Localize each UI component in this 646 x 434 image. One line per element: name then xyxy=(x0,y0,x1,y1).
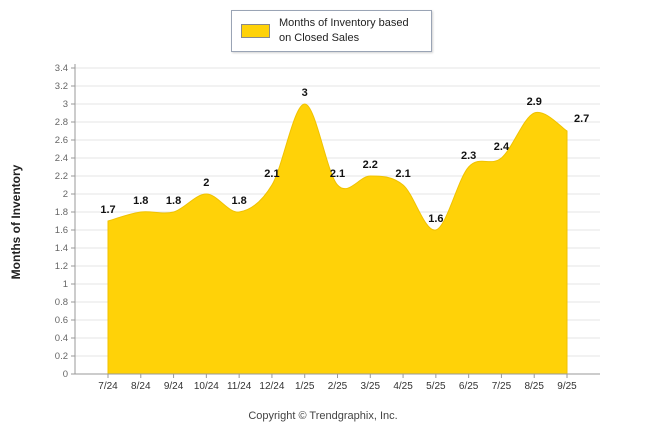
x-tick-label: 7/24 xyxy=(98,381,118,392)
x-tick-label: 4/25 xyxy=(393,381,413,392)
legend-swatch xyxy=(241,23,270,38)
point-label: 1.8 xyxy=(231,195,246,207)
y-tick-label: 3.2 xyxy=(55,81,68,92)
point-label: 1.8 xyxy=(166,195,181,207)
y-tick-label: 2.2 xyxy=(55,171,68,182)
x-tick-label: 8/24 xyxy=(131,381,151,392)
y-tick-label: 1.8 xyxy=(55,207,68,218)
y-tick-label: 2.6 xyxy=(55,135,68,146)
x-tick-label: 9/24 xyxy=(164,381,184,392)
y-tick-label: 1.4 xyxy=(55,243,68,254)
x-tick-label: 3/25 xyxy=(361,381,381,392)
x-tick-label: 12/24 xyxy=(259,381,284,392)
point-label: 2.1 xyxy=(395,168,410,180)
x-tick-label: 1/25 xyxy=(295,381,315,392)
point-label: 2.1 xyxy=(330,168,345,180)
y-tick-label: 1.2 xyxy=(55,261,68,272)
area-shape xyxy=(107,103,568,375)
x-tick-label: 7/25 xyxy=(492,381,512,392)
y-tick-label: 2 xyxy=(63,189,68,200)
point-label: 2.9 xyxy=(527,96,542,108)
y-tick-label: 0.4 xyxy=(55,333,68,344)
point-label: 1.8 xyxy=(133,195,148,207)
legend: Months of Inventory based on Closed Sale… xyxy=(231,10,432,52)
y-tick-label: 1 xyxy=(63,279,68,290)
x-tick-label: 5/25 xyxy=(426,381,446,392)
y-tick-label: 1.6 xyxy=(55,225,68,236)
y-tick-label: 0.6 xyxy=(55,315,68,326)
point-label: 2.4 xyxy=(494,141,510,153)
point-label: 3 xyxy=(302,87,308,99)
point-label: 1.6 xyxy=(428,213,443,225)
y-tick-label: 0.8 xyxy=(55,297,68,308)
y-tick-label: 2.8 xyxy=(55,117,68,128)
x-tick-label: 6/25 xyxy=(459,381,479,392)
x-tick-label: 8/25 xyxy=(524,381,544,392)
y-tick-label: 0 xyxy=(63,369,68,380)
copyright: Copyright © Trendgraphix, Inc. xyxy=(248,410,398,422)
point-label: 2.7 xyxy=(574,113,589,125)
y-tick-label: 3 xyxy=(63,99,68,110)
point-label: 2 xyxy=(203,177,209,189)
x-tick-label: 11/24 xyxy=(227,381,252,392)
x-tick-label: 2/25 xyxy=(328,381,348,392)
y-tick-label: 0.2 xyxy=(55,351,68,362)
point-label: 1.7 xyxy=(100,204,115,216)
x-tick-label: 10/24 xyxy=(194,381,219,392)
y-tick-label: 2.4 xyxy=(55,153,68,164)
y-tick-label: 3.4 xyxy=(55,63,68,74)
point-label: 2.1 xyxy=(264,168,279,180)
legend-label: Months of Inventory based on Closed Sale… xyxy=(279,17,409,44)
x-tick-label: 9/25 xyxy=(557,381,577,392)
point-label: 2.2 xyxy=(363,159,378,171)
point-label: 2.3 xyxy=(461,150,476,162)
